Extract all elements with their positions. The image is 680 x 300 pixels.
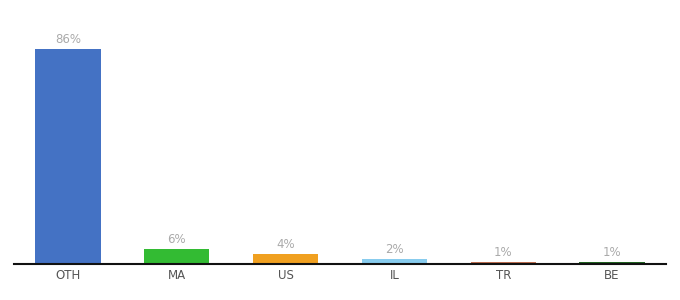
- Bar: [362, 259, 427, 264]
- Bar: [35, 49, 101, 264]
- Bar: [579, 262, 645, 264]
- Text: 1%: 1%: [602, 245, 622, 259]
- Bar: [144, 249, 209, 264]
- Text: 4%: 4%: [276, 238, 295, 251]
- Bar: [471, 262, 536, 264]
- Text: 6%: 6%: [167, 233, 186, 246]
- Text: 1%: 1%: [494, 245, 513, 259]
- Text: 86%: 86%: [55, 33, 81, 46]
- Bar: [253, 254, 318, 264]
- Text: 2%: 2%: [385, 243, 404, 256]
